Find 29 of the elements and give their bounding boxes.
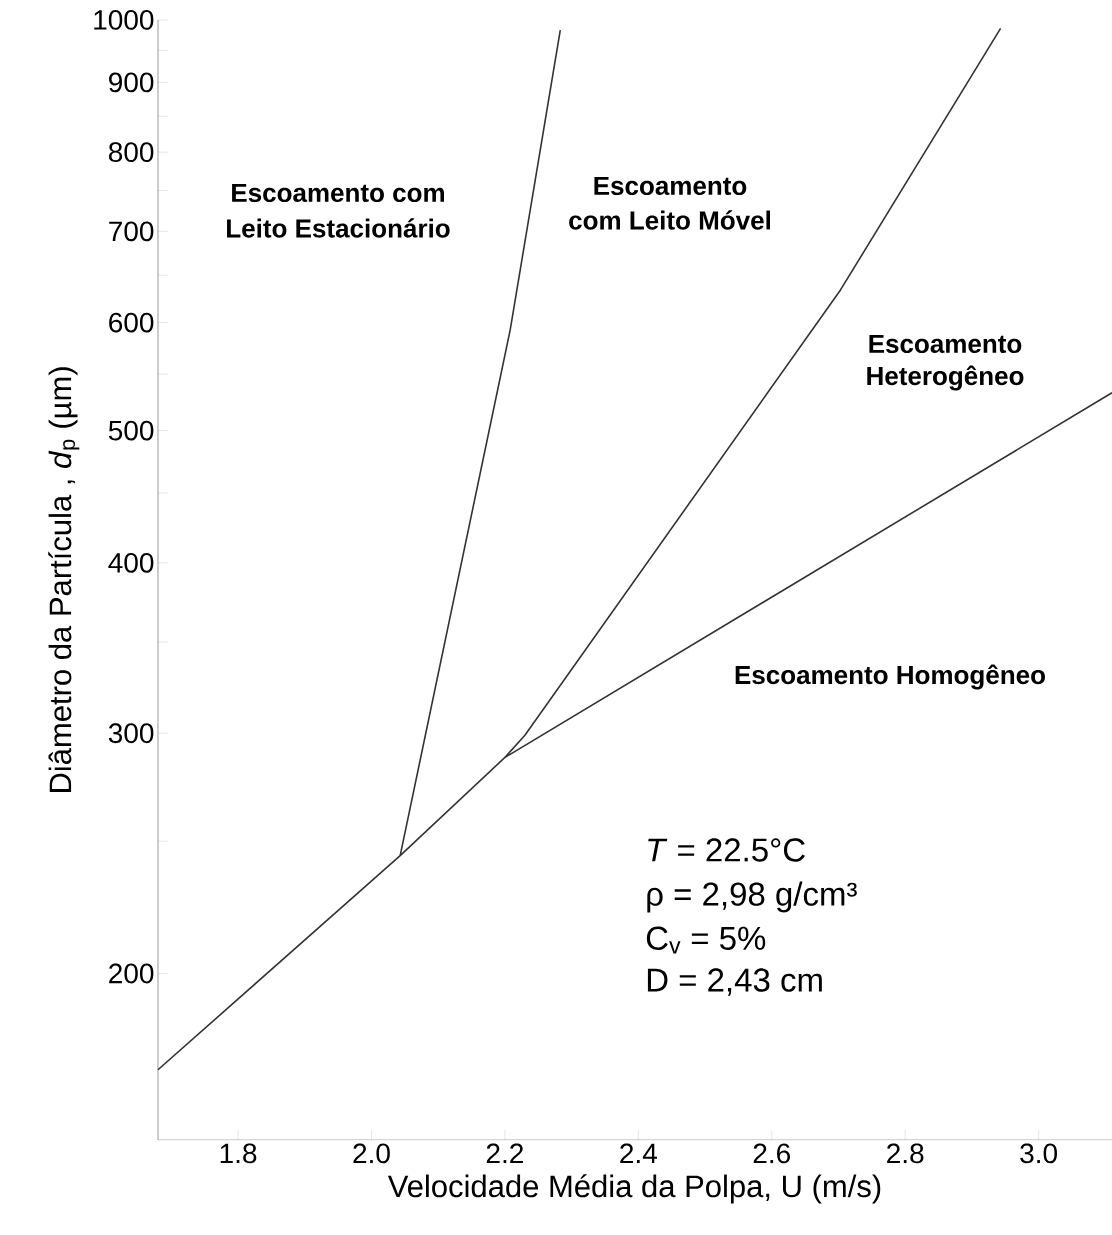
y-tick-label: 700 [109,221,154,242]
annotation: Leito Estacionário [227,218,450,238]
y-tick-label: 900 [109,72,154,93]
x-tick-label: 2.8 [887,1143,924,1164]
annotation: com Leito Móvel [569,210,770,230]
x-tick-label: 2.6 [753,1143,790,1164]
y-tick-label: 800 [108,142,154,163]
annotation: Heterogêneo [867,365,1024,391]
y-axis-title: Diâmetro da Partícula , d$_{p}$ (µm) [48,367,80,793]
x-tick-label: 1.8 [220,1143,257,1164]
annotation: Escoamento com [232,183,444,203]
annotation: Escoamento [594,176,747,196]
annotation: Escoamento [869,334,1022,354]
annotation: Escoamento Homogêneo [735,664,1045,690]
y-tick-label: 200 [109,963,154,984]
annotation: C$_{v}$ = 5% [646,926,766,954]
y-tick-label: 600 [109,312,154,333]
y-tick-label: 500 [108,420,154,441]
annotation: D = 2,43 cm [647,968,822,996]
x-tick-label: 3.0 [1020,1143,1057,1164]
x-tick-label: 2.2 [486,1143,523,1164]
x-axis-title: Velocidade Média da Polpa, U (m/s) [387,1174,881,1204]
x-tick-label: 2.4 [620,1143,657,1164]
x-tick-label: 2.0 [353,1143,390,1164]
annotation: ρ = 2,98 g/cm³ [647,881,857,913]
y-tick-label: 400 [108,552,154,573]
y-tick-label: 1000 [94,10,154,30]
y-tick-label: 300 [108,723,154,744]
annotation: T = 22.5°C [648,838,805,862]
